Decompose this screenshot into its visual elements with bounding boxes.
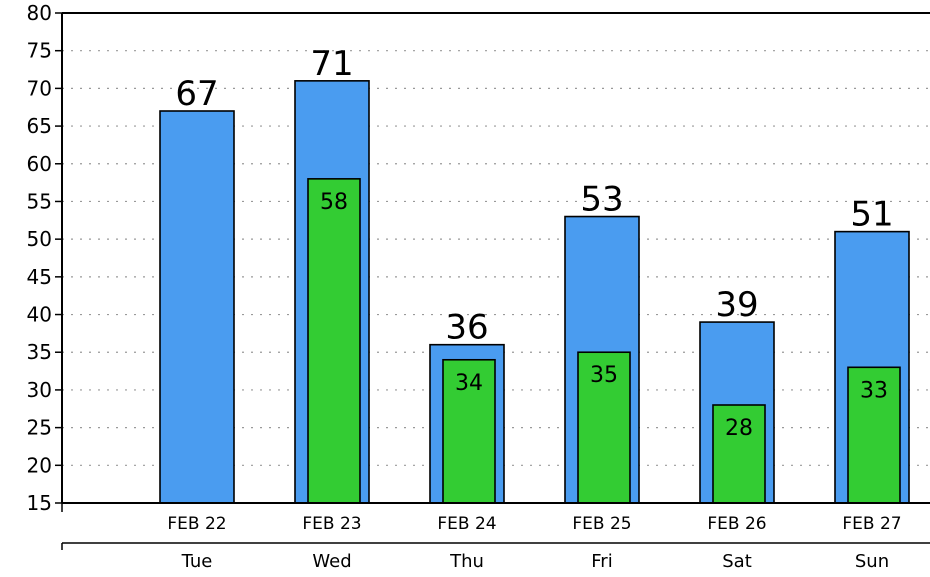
y-tick-label: 25 [27, 416, 52, 440]
low-bar [847, 366, 901, 504]
x-date-label: FEB 27 [842, 514, 901, 534]
low-value-label: 35 [590, 363, 618, 388]
x-day-label: Sun [855, 551, 889, 572]
y-tick-label: 35 [27, 340, 52, 364]
y-tick-label: 40 [27, 303, 52, 327]
y-tick-label: 65 [27, 114, 52, 138]
y-tick-label: 20 [27, 453, 52, 477]
bars: 67 71 58 36 34 53 35 39 28 51 33 [159, 44, 910, 504]
low-value-label: 34 [455, 371, 483, 396]
x-day-label: Fri [591, 551, 612, 572]
low-value-label: 33 [860, 378, 888, 403]
y-tick-label: 45 [27, 265, 52, 289]
high-value-label: 53 [580, 180, 623, 220]
y-tick-label: 15 [27, 491, 52, 515]
x-axis-labels: FEB 22 Tue FEB 23 Wed FEB 24 Thu FEB 25 Fri FEB … [167, 514, 901, 572]
high-value-label: 36 [445, 308, 488, 348]
x-date-label: FEB 26 [707, 514, 766, 534]
y-tick-label: 60 [27, 152, 52, 176]
x-date-label: FEB 25 [572, 514, 631, 534]
y-tick-label: 30 [27, 378, 52, 402]
x-day-label: Wed [312, 551, 351, 572]
y-tick-label: 50 [27, 227, 52, 251]
y-tick-label: 80 [27, 1, 52, 25]
x-date-label: FEB 24 [437, 514, 496, 534]
y-tick-label: 55 [27, 189, 52, 213]
high-value-label: 39 [715, 285, 758, 325]
high-bar [159, 110, 235, 504]
low-value-label: 58 [320, 190, 348, 215]
high-value-label: 51 [850, 195, 893, 235]
y-tick-label: 70 [27, 76, 52, 100]
x-date-label: FEB 22 [167, 514, 226, 534]
axes [61, 12, 930, 550]
y-axis-ticks: 15 20 25 30 35 40 45 50 55 60 65 70 75 80 [27, 1, 62, 515]
high-value-label: 67 [175, 74, 218, 114]
x-day-label: Thu [449, 551, 484, 572]
y-tick-label: 75 [27, 39, 52, 63]
low-value-label: 28 [725, 416, 753, 441]
low-bar [442, 358, 496, 504]
x-date-label: FEB 23 [302, 514, 361, 534]
high-value-label: 71 [310, 44, 353, 84]
x-day-label: Sat [722, 551, 752, 572]
low-bar [577, 351, 631, 504]
low-bar [307, 178, 361, 504]
x-day-label: Tue [181, 551, 213, 572]
